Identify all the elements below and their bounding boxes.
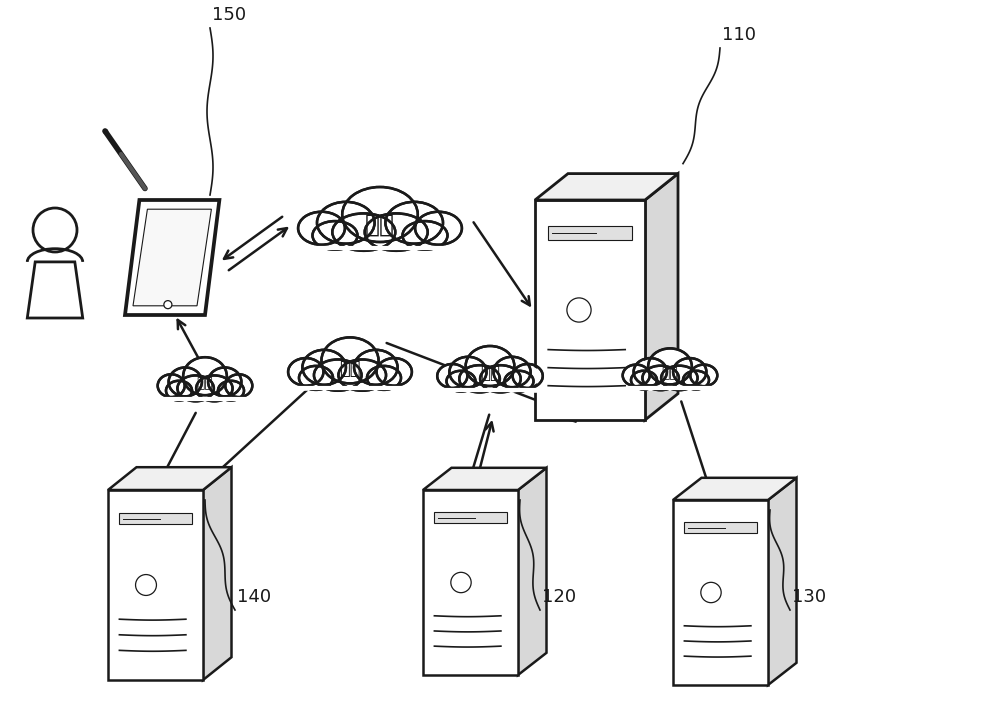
Ellipse shape — [365, 213, 428, 251]
Ellipse shape — [367, 366, 401, 390]
Ellipse shape — [321, 337, 379, 384]
Polygon shape — [440, 349, 541, 390]
Polygon shape — [535, 200, 645, 420]
Circle shape — [567, 298, 591, 322]
Text: 网络: 网络 — [339, 359, 361, 378]
Ellipse shape — [466, 346, 514, 386]
Text: 110: 110 — [722, 26, 756, 44]
Ellipse shape — [183, 357, 227, 395]
Polygon shape — [684, 522, 757, 533]
Ellipse shape — [437, 364, 467, 388]
Ellipse shape — [673, 358, 706, 386]
Ellipse shape — [317, 202, 375, 244]
Text: 150: 150 — [212, 6, 246, 24]
Polygon shape — [768, 478, 796, 685]
Ellipse shape — [225, 374, 252, 397]
Polygon shape — [625, 351, 715, 389]
Ellipse shape — [480, 365, 521, 392]
Text: 140: 140 — [237, 588, 271, 606]
Circle shape — [701, 583, 721, 602]
Ellipse shape — [661, 366, 698, 390]
Polygon shape — [125, 200, 219, 315]
Ellipse shape — [158, 374, 185, 397]
Text: 网络: 网络 — [197, 376, 213, 390]
Polygon shape — [160, 360, 250, 399]
Polygon shape — [108, 490, 203, 680]
Text: 130: 130 — [792, 588, 826, 606]
Ellipse shape — [298, 212, 345, 245]
Polygon shape — [133, 209, 211, 306]
Ellipse shape — [493, 356, 531, 387]
Ellipse shape — [208, 367, 241, 396]
Ellipse shape — [623, 364, 650, 386]
Ellipse shape — [332, 213, 395, 251]
Polygon shape — [302, 191, 458, 248]
Circle shape — [451, 573, 471, 593]
Ellipse shape — [459, 365, 500, 392]
Ellipse shape — [314, 359, 362, 391]
Polygon shape — [518, 468, 546, 675]
Ellipse shape — [299, 366, 333, 390]
Polygon shape — [291, 341, 409, 389]
Ellipse shape — [196, 376, 233, 401]
Polygon shape — [535, 173, 678, 200]
Ellipse shape — [648, 349, 692, 384]
Text: 网络: 网络 — [365, 212, 395, 237]
Polygon shape — [434, 512, 507, 523]
Circle shape — [164, 301, 172, 309]
Polygon shape — [548, 227, 632, 240]
Polygon shape — [119, 513, 192, 524]
Ellipse shape — [354, 350, 398, 385]
Ellipse shape — [312, 221, 358, 250]
Ellipse shape — [505, 371, 534, 391]
Polygon shape — [423, 468, 546, 490]
Polygon shape — [673, 478, 796, 500]
Ellipse shape — [377, 358, 412, 386]
Ellipse shape — [402, 221, 448, 250]
Ellipse shape — [690, 364, 717, 386]
Ellipse shape — [288, 358, 323, 386]
Ellipse shape — [634, 358, 667, 386]
Ellipse shape — [446, 371, 476, 391]
Circle shape — [33, 208, 77, 252]
Ellipse shape — [302, 350, 346, 385]
Polygon shape — [27, 262, 83, 318]
Ellipse shape — [683, 371, 709, 389]
Ellipse shape — [218, 381, 244, 401]
Polygon shape — [108, 467, 232, 490]
Polygon shape — [673, 500, 768, 685]
Ellipse shape — [415, 212, 462, 245]
Ellipse shape — [513, 364, 543, 388]
Ellipse shape — [169, 367, 202, 396]
Circle shape — [136, 575, 156, 595]
Ellipse shape — [338, 359, 386, 391]
Polygon shape — [203, 467, 232, 680]
Ellipse shape — [385, 202, 443, 244]
Ellipse shape — [631, 371, 657, 389]
Text: 120: 120 — [542, 588, 576, 606]
Ellipse shape — [177, 376, 214, 401]
Polygon shape — [423, 490, 518, 675]
Polygon shape — [645, 173, 678, 420]
Text: 网络: 网络 — [662, 366, 678, 380]
Ellipse shape — [642, 366, 679, 390]
Text: 网络: 网络 — [480, 364, 500, 382]
Ellipse shape — [166, 381, 192, 401]
Ellipse shape — [342, 187, 418, 242]
Ellipse shape — [449, 356, 487, 387]
